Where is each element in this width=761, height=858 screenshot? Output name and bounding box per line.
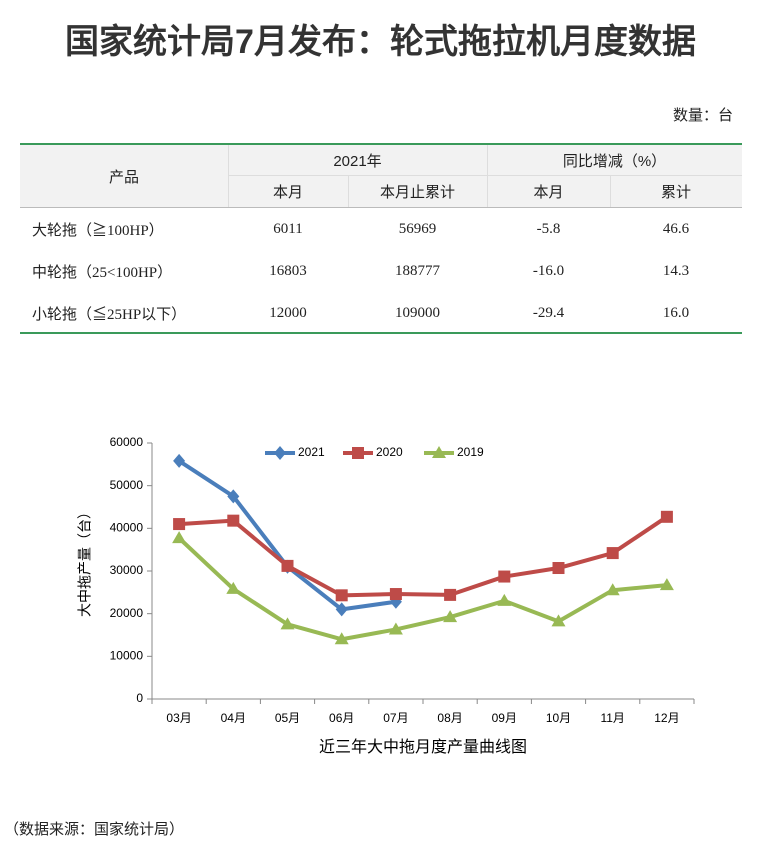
data-point	[334, 632, 349, 645]
table-rule	[228, 175, 742, 176]
table-cell: 12000	[269, 304, 307, 321]
table-cell: 累计	[660, 184, 691, 201]
data-point	[173, 453, 186, 468]
series-line	[177, 536, 668, 642]
x-tick-label: 11月	[600, 711, 624, 725]
table-cell: 本月	[272, 184, 303, 201]
legend-label: 2021	[298, 445, 325, 459]
y-tick-label: 30000	[110, 563, 144, 577]
unit: 数量：台	[672, 108, 733, 124]
x-tick-label: 08月	[437, 711, 462, 725]
table-cell: -5.8	[536, 220, 561, 237]
y-tick-label: 40000	[110, 521, 144, 535]
table-cell: 6011	[273, 220, 303, 237]
legend-marker	[352, 447, 364, 459]
table-cell: 46.6	[662, 220, 690, 237]
y-tick-label: 50000	[110, 478, 144, 492]
x-title: 近三年大中拖月度产量曲线图	[319, 738, 527, 756]
table-cell: 56969	[398, 220, 437, 237]
table-rule	[487, 145, 488, 207]
chart: 0 10000 20000 30000 40000 50000 60000 03月 04月 05月…	[77, 435, 695, 756]
data-point	[498, 570, 511, 583]
legend-marker	[432, 446, 446, 458]
series-line	[178, 459, 397, 612]
x-tick-label: 12月	[654, 711, 679, 725]
x-tick-label: 04月	[221, 711, 246, 725]
data-point	[335, 589, 348, 602]
legend-label: 2019	[457, 445, 484, 459]
data-point	[227, 489, 240, 504]
data-point	[659, 578, 674, 591]
table-rule	[20, 332, 742, 334]
y-tick-label: 20000	[110, 606, 144, 620]
table-cell: 同比增减（%）	[562, 152, 667, 170]
y-tick-label: 60000	[110, 435, 144, 449]
legend-label: 2020	[376, 445, 403, 459]
y-title: 大中拖产量（台）	[77, 505, 93, 617]
data-point	[443, 610, 458, 623]
source: （数据来源：国家统计局）	[4, 822, 185, 838]
title: 国家统计局7月发布：轮式拖拉机月度数据	[65, 23, 696, 61]
table-cell: 109000	[395, 304, 440, 321]
x-tick-label: 06月	[329, 711, 354, 725]
data-point	[444, 588, 457, 601]
data-point	[335, 602, 348, 617]
table-cell: 产品	[108, 168, 139, 186]
x-tick-label: 03月	[166, 711, 191, 725]
data-point	[173, 518, 186, 531]
table-rule	[610, 176, 611, 207]
table-rule	[20, 207, 742, 208]
x-tick-label: 09月	[492, 711, 517, 725]
data-point	[606, 547, 619, 560]
data-point	[226, 581, 241, 594]
table-cell: 中轮拖（25<100HP）	[32, 264, 173, 281]
table-rule	[348, 176, 349, 207]
table-cell: 16803	[269, 262, 307, 279]
table-cell: 188777	[395, 262, 440, 279]
x-tick-label: 07月	[383, 711, 408, 725]
table-cell: 大轮拖（≧100HP）	[32, 222, 164, 239]
data-point	[388, 622, 403, 635]
table-cell: 小轮拖（≦25HP以下）	[32, 306, 187, 323]
table-rule	[228, 145, 229, 207]
table-cell: -16.0	[532, 262, 565, 279]
data-point	[552, 562, 565, 575]
table-cell: 本月止累计	[379, 184, 455, 201]
data-point	[605, 583, 620, 596]
table-cell: 2021年	[333, 152, 382, 170]
data-point	[227, 514, 240, 527]
data-point	[497, 593, 512, 606]
y-tick-label: 10000	[110, 649, 144, 663]
table-cell: 16.0	[662, 304, 690, 321]
table-cell: 本月	[533, 184, 564, 201]
data-point	[389, 588, 402, 601]
x-tick-label: 05月	[275, 711, 300, 725]
data-point	[551, 614, 566, 627]
data-point	[280, 617, 295, 630]
table-rule	[20, 143, 742, 145]
table-cell: -29.4	[532, 304, 565, 321]
table-cell: 14.3	[662, 262, 690, 279]
legend-marker	[274, 446, 286, 460]
y-tick-label: 0	[136, 691, 143, 705]
data-point	[660, 510, 673, 523]
series-line	[178, 515, 669, 598]
data-point	[172, 531, 187, 544]
data-point	[281, 559, 294, 572]
x-tick-label: 10月	[546, 711, 571, 725]
